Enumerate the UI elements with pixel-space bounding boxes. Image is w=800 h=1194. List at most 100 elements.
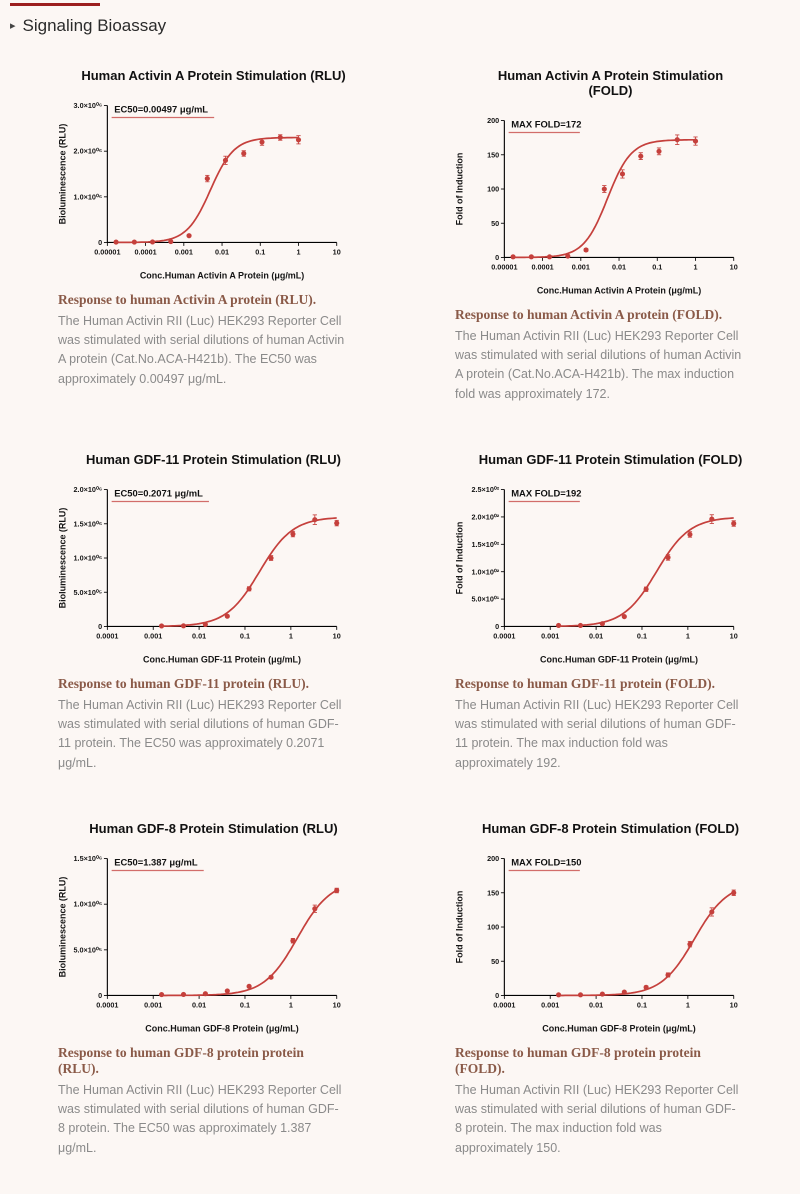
data-point	[731, 520, 737, 527]
x-axis-title: Conc.Human GDF-11 Protein (μg/mL)	[143, 654, 301, 664]
data-point	[599, 621, 605, 627]
y-tick-label: 200	[487, 116, 499, 125]
caption-title: Response to human GDF-8 protein protein …	[58, 1044, 304, 1076]
data-point	[202, 991, 208, 997]
x-tick-label: 1	[693, 262, 697, 271]
x-tick-label: 10	[333, 1001, 341, 1010]
data-point	[224, 613, 230, 619]
data-point	[556, 992, 562, 998]
x-tick-label: 0.1	[637, 632, 647, 641]
data-point	[246, 983, 252, 990]
y-axis-title: Fold of Induction	[454, 522, 464, 595]
data-point	[687, 941, 693, 947]
data-point	[601, 186, 607, 192]
y-axis-title: Bioluminescence (RLU)	[57, 124, 67, 225]
y-axis-title: Bioluminescence (RLU)	[57, 508, 67, 609]
figure-caption: Response to human GDF-8 protein protein …	[58, 1045, 345, 1159]
data-point	[241, 150, 247, 157]
x-tick-label: 10	[333, 632, 341, 641]
data-point	[510, 254, 516, 260]
data-point	[583, 247, 589, 253]
x-tick-label: 0.0001	[134, 247, 156, 256]
data-point	[638, 153, 644, 159]
caption-text: The Human Activin RII (Luc) HEK293 Repor…	[58, 697, 342, 770]
chart-title: Human GDF-8 Protein Stimulation (RLU)	[89, 821, 338, 837]
x-tick-label: 0.001	[541, 632, 559, 641]
y-tick-label: 0	[495, 622, 499, 631]
figure-gdf11-fold: Human GDF-11 Protein Stimulation (FOLD) …	[453, 452, 744, 773]
y-tick-label: 2.0×10⁰⁶	[74, 147, 103, 156]
x-tick-label: 0.1	[240, 1001, 250, 1010]
x-tick-label: 10	[730, 632, 738, 641]
x-axis-title: Conc.Human Activin A Protein (μg/mL)	[140, 270, 304, 280]
y-tick-label: 5.0×10⁰⁵	[73, 588, 102, 597]
data-point	[565, 253, 571, 259]
data-point	[224, 988, 230, 994]
annotation-label: MAX FOLD=150	[511, 857, 581, 868]
annotation-label: MAX FOLD=172	[511, 118, 581, 129]
caption-title: Response to human GDF-8 protein protein …	[455, 1044, 701, 1076]
y-tick-label: 0	[98, 238, 102, 247]
data-point	[277, 134, 283, 141]
data-point	[709, 909, 715, 915]
x-tick-label: 0.001	[144, 632, 162, 641]
chart-activin-a-rlu-canvas: 0 1.0×10⁰⁶ 2.0×10⁰⁶ 3.0×10⁰⁶ 0.00001 0.0001 0.…	[57, 101, 341, 280]
figure-gdf8-fold: Human GDF-8 Protein Stimulation (FOLD) 0…	[453, 821, 744, 1158]
caption-text: The Human Activin RII (Luc) HEK293 Repor…	[455, 328, 742, 401]
data-point	[268, 974, 274, 980]
x-tick-label: 1	[686, 632, 690, 641]
figure-caption: Response to human GDF-11 protein (FOLD).…	[455, 676, 742, 774]
data-point	[656, 148, 662, 154]
y-tick-label: 0	[98, 991, 102, 1000]
caption-title: Response to human Activin A protein (RLU…	[58, 291, 317, 307]
x-tick-label: 0.01	[612, 262, 626, 271]
data-point	[528, 254, 534, 260]
chart-gdf11-rlu-canvas: 0 5.0×10⁰⁵ 1.0×10⁰⁶ 1.5×10⁰⁶ 2.0×10⁰⁶ 0.0001 0…	[57, 485, 341, 664]
dose-response-curve	[161, 889, 338, 997]
data-point	[709, 516, 715, 522]
x-tick-label: 0.01	[192, 632, 206, 641]
y-tick-label: 100	[487, 923, 499, 932]
dose-response-curve	[558, 517, 734, 628]
section-bullet-icon: ▸	[10, 19, 16, 32]
annotation-label: MAX FOLD=192	[511, 487, 581, 498]
x-tick-label: 0.0001	[96, 632, 118, 641]
x-tick-label: 0.00001	[491, 262, 517, 271]
data-point	[674, 137, 680, 143]
data-point	[204, 176, 210, 182]
data-point	[665, 554, 671, 561]
annotation-label: EC50=1.387 μg/mL	[114, 857, 198, 868]
y-axis-title: Fold of Induction	[454, 153, 464, 226]
x-tick-label: 1	[289, 632, 293, 641]
x-tick-label: 0.0001	[96, 1001, 118, 1010]
data-point	[295, 137, 302, 143]
dose-response-curve	[161, 517, 337, 628]
x-tick-label: 10	[730, 1001, 738, 1010]
chart-gdf8-rlu-canvas: 0 5.0×10⁰⁵ 1.0×10⁰⁶ 1.5×10⁰⁶ 0.0001 0.001 0.01…	[57, 854, 341, 1033]
data-point	[131, 239, 137, 245]
x-tick-label: 0.001	[572, 262, 590, 271]
y-tick-label: 50	[491, 219, 499, 228]
figure-gdf8-rlu: Human GDF-8 Protein Stimulation (RLU) 0 5…	[56, 821, 347, 1158]
data-point	[312, 517, 318, 523]
x-tick-label: 10	[730, 262, 738, 271]
x-tick-label: 0.0001	[493, 632, 515, 641]
figure-caption: Response to human GDF-8 protein protein …	[455, 1045, 742, 1159]
y-tick-label: 150	[487, 150, 499, 159]
data-point	[222, 157, 229, 163]
y-tick-label: 1.0×10⁰⁶	[74, 900, 103, 909]
x-tick-label: 1	[296, 247, 300, 256]
data-point	[643, 984, 649, 990]
figure-activin-a-rlu: Human Activin A Protein Stimulation (RLU…	[56, 68, 347, 404]
y-tick-label: 150	[487, 888, 499, 897]
data-point	[619, 171, 626, 177]
x-tick-label: 10	[333, 247, 341, 256]
x-tick-label: 0.01	[589, 1001, 603, 1010]
data-point	[159, 992, 165, 998]
y-tick-label: 0	[98, 622, 102, 631]
x-tick-label: 0.001	[144, 1001, 162, 1010]
x-tick-label: 0.1	[637, 1001, 647, 1010]
caption-title: Response to human GDF-11 protein (FOLD).	[455, 675, 716, 691]
y-tick-label: 5.0×10⁰¹	[471, 595, 499, 604]
caption-text: The Human Activin RII (Luc) HEK293 Repor…	[455, 697, 739, 770]
